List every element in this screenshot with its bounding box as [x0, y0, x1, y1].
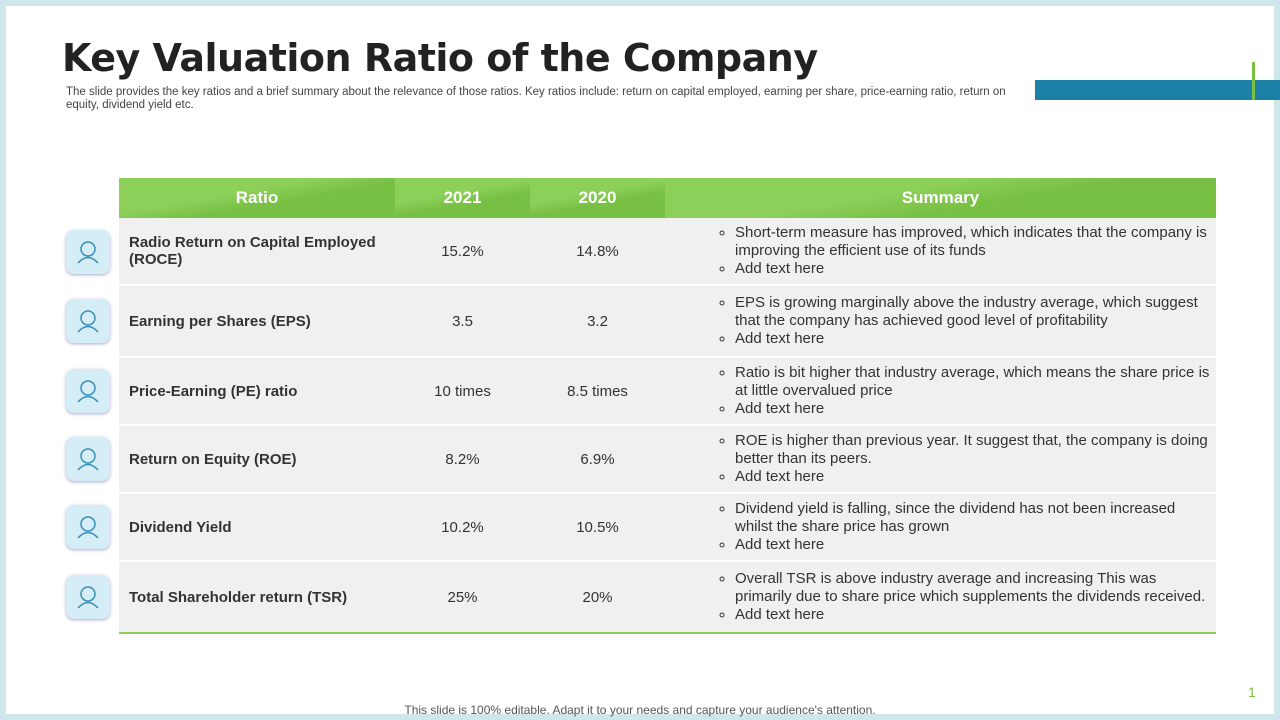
row-icon: [66, 505, 110, 549]
column-header: 2021: [395, 178, 530, 218]
summary-item: EPS is growing marginally above the indu…: [735, 294, 1216, 330]
summary: Ratio is bit higher that industry averag…: [665, 357, 1216, 426]
icon-glyph: [77, 380, 99, 403]
table-row: Return on Equity (ROE)8.2%6.9% ROE is hig…: [119, 425, 1216, 494]
footer-note: This slide is 100% editable. Adapt it to…: [404, 703, 876, 717]
summary-item: Add text here: [735, 606, 1216, 624]
icon-glyph: [77, 448, 99, 471]
ratio-name: Price-Earning (PE) ratio: [119, 357, 395, 426]
summary: Overall TSR is above industry average an…: [665, 561, 1216, 634]
row-icon: [66, 369, 110, 413]
column-header: 2020: [530, 178, 665, 218]
value-2021: 10 times: [395, 357, 530, 426]
summary-list: Ratio is bit higher that industry averag…: [665, 364, 1216, 418]
icon-glyph: [77, 586, 99, 609]
summary-list: Short-term measure has improved, which i…: [665, 224, 1216, 278]
icon-glyph: [77, 516, 99, 539]
summary-list: ROE is higher than previous year. It sug…: [665, 432, 1216, 486]
ratio-table: Ratio 2021 2020 Summary Radio Return on Capi…: [119, 178, 1216, 634]
summary-list: Dividend yield is falling, since the div…: [665, 500, 1216, 554]
value-2021: 8.2%: [395, 425, 530, 494]
table-row: Radio Return on Capital Employed (ROCE) 1…: [119, 218, 1216, 286]
row-icon: [66, 229, 110, 274]
accent-line: [1252, 62, 1255, 100]
summary-item: Overall TSR is above industry average an…: [735, 570, 1216, 606]
value-2021: 3.5: [395, 285, 530, 358]
header-row: Ratio 2021 2020 Summary: [119, 178, 1216, 218]
summary-item: Add text here: [735, 400, 1216, 418]
summary-item: Dividend yield is falling, since the div…: [735, 500, 1216, 536]
table-row: Earning per Shares (EPS)3.53.2 EPS is gro…: [119, 285, 1216, 358]
summary: EPS is growing marginally above the indu…: [665, 285, 1216, 358]
value-2021: 10.2%: [395, 493, 530, 562]
summary-item: Ratio is bit higher that industry averag…: [735, 364, 1216, 400]
value-2020: 20%: [530, 561, 665, 634]
summary: Dividend yield is falling, since the div…: [665, 493, 1216, 562]
ratio-name: Dividend Yield: [119, 493, 395, 562]
value-2020: 14.8%: [530, 218, 665, 286]
value-2020: 8.5 times: [530, 357, 665, 426]
value-2020: 6.9%: [530, 425, 665, 494]
summary-item: ROE is higher than previous year. It sug…: [735, 432, 1216, 468]
column-header: Ratio: [119, 178, 395, 218]
summary-item: Add text here: [735, 468, 1216, 486]
icon-glyph: [77, 310, 99, 333]
ratio-name: Radio Return on Capital Employed (ROCE): [119, 218, 395, 286]
ratio-name: Return on Equity (ROE): [119, 425, 395, 494]
row-icon: [66, 575, 110, 619]
summary: Short-term measure has improved, which i…: [665, 218, 1216, 286]
subtitle: The slide provides the key ratios and a …: [66, 86, 1006, 111]
title: Key Valuation Ratio of the Company: [62, 36, 818, 80]
value-2020: 3.2: [530, 285, 665, 358]
column-header: Summary: [665, 178, 1216, 218]
summary-item: Add text here: [735, 260, 1216, 278]
summary-list: Overall TSR is above industry average an…: [665, 570, 1216, 624]
ratio-name: Total Shareholder return (TSR): [119, 561, 395, 634]
summary-list: EPS is growing marginally above the indu…: [665, 294, 1216, 348]
page-number: 1: [1248, 684, 1256, 700]
summary-item: Short-term measure has improved, which i…: [735, 224, 1216, 260]
summary: ROE is higher than previous year. It sug…: [665, 425, 1216, 494]
ratio-name: Earning per Shares (EPS): [119, 285, 395, 358]
value-2021: 25%: [395, 561, 530, 634]
row-icon: [66, 299, 110, 343]
table-row: Price-Earning (PE) ratio 10 times 8.5 time…: [119, 357, 1216, 426]
table-body: Radio Return on Capital Employed (ROCE) 1…: [119, 218, 1216, 634]
accent-bar: [1035, 80, 1280, 100]
value-2020: 10.5%: [530, 493, 665, 562]
icon-glyph: [77, 240, 99, 264]
summary-item: Add text here: [735, 536, 1216, 554]
row-icon: [66, 437, 110, 481]
summary-item: Add text here: [735, 330, 1216, 348]
table-row: Total Shareholder return (TSR)25%20% Over…: [119, 561, 1216, 634]
value-2021: 15.2%: [395, 218, 530, 286]
